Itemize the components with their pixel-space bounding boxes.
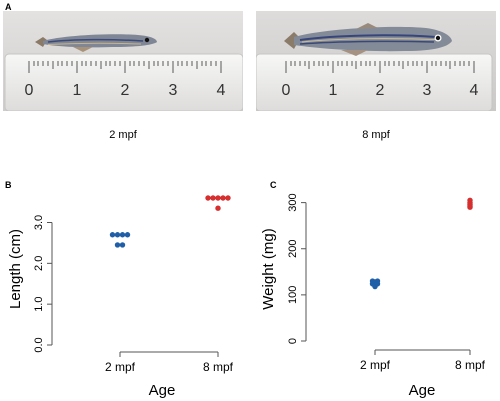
fish-small xyxy=(35,34,157,52)
x-axis-label: Age xyxy=(409,382,436,399)
panel-c-letter: C xyxy=(270,180,277,190)
ruler-number: 4 xyxy=(217,82,226,99)
data-point xyxy=(210,195,216,201)
ruler-ticks-8mpf xyxy=(285,61,475,73)
y-axis-label: Length (cm) xyxy=(7,229,24,309)
y-axis-label: Weight (mg) xyxy=(260,228,277,309)
ruler-number: 1 xyxy=(73,82,82,99)
x-tick-label: 2 mpf xyxy=(105,360,136,374)
fish-large xyxy=(284,23,452,56)
y-tick-label: 3.0 xyxy=(33,215,45,230)
ruler-ticks-2mpf xyxy=(28,61,222,73)
data-point xyxy=(119,242,126,248)
data-point xyxy=(119,232,126,238)
ruler-number: 2 xyxy=(376,82,385,99)
data-point xyxy=(124,232,131,238)
y-tick-label: 2.0 xyxy=(33,256,45,271)
photo-caption-2mpf: 2 mpf xyxy=(109,129,137,141)
ruler-number: 3 xyxy=(169,82,178,99)
panel-a-letter: A xyxy=(5,2,12,12)
ruler-number: 0 xyxy=(282,82,291,99)
ruler-number: 4 xyxy=(470,82,479,99)
data-point xyxy=(225,195,231,201)
panel-b-letter: B xyxy=(5,180,12,190)
data-point xyxy=(215,205,221,211)
photo-8mpf: 0 1 2 3 4 xyxy=(256,11,496,111)
y-tick-label: 0.0 xyxy=(33,337,45,352)
data-point xyxy=(220,195,226,201)
photo-caption-8mpf: 8 mpf xyxy=(362,129,390,141)
y-tick-label: 100 xyxy=(287,286,299,304)
data-point xyxy=(109,232,116,238)
data-point xyxy=(114,242,121,248)
chart-length: Length (cm) Age 0.0 1.0 2.0 3.0 2 mpf 8 mpf xyxy=(7,195,234,399)
y-tick-label: 0 xyxy=(287,338,299,344)
data-point xyxy=(215,195,221,201)
x-tick-label: 8 mpf xyxy=(203,360,234,374)
data-point xyxy=(114,232,121,238)
photo-2mpf: 0 1 2 3 4 xyxy=(3,11,243,111)
x-axis-label: Age xyxy=(149,382,176,399)
y-tick-label: 1.0 xyxy=(33,297,45,312)
y-tick-label: 200 xyxy=(287,240,299,258)
x-tick-label: 8 mpf xyxy=(455,358,486,372)
ruler-number: 1 xyxy=(329,82,338,99)
data-point xyxy=(374,278,381,284)
chart-weight: Weight (mg) Age 0 100 200 300 2 mpf 8 mpf xyxy=(260,193,486,399)
ruler-number: 2 xyxy=(121,82,130,99)
y-tick-label: 300 xyxy=(287,193,299,211)
x-tick-label: 2 mpf xyxy=(360,358,391,372)
data-point xyxy=(467,201,473,207)
data-point xyxy=(205,195,211,201)
ruler-number: 0 xyxy=(25,82,34,99)
ruler-number: 3 xyxy=(423,82,432,99)
